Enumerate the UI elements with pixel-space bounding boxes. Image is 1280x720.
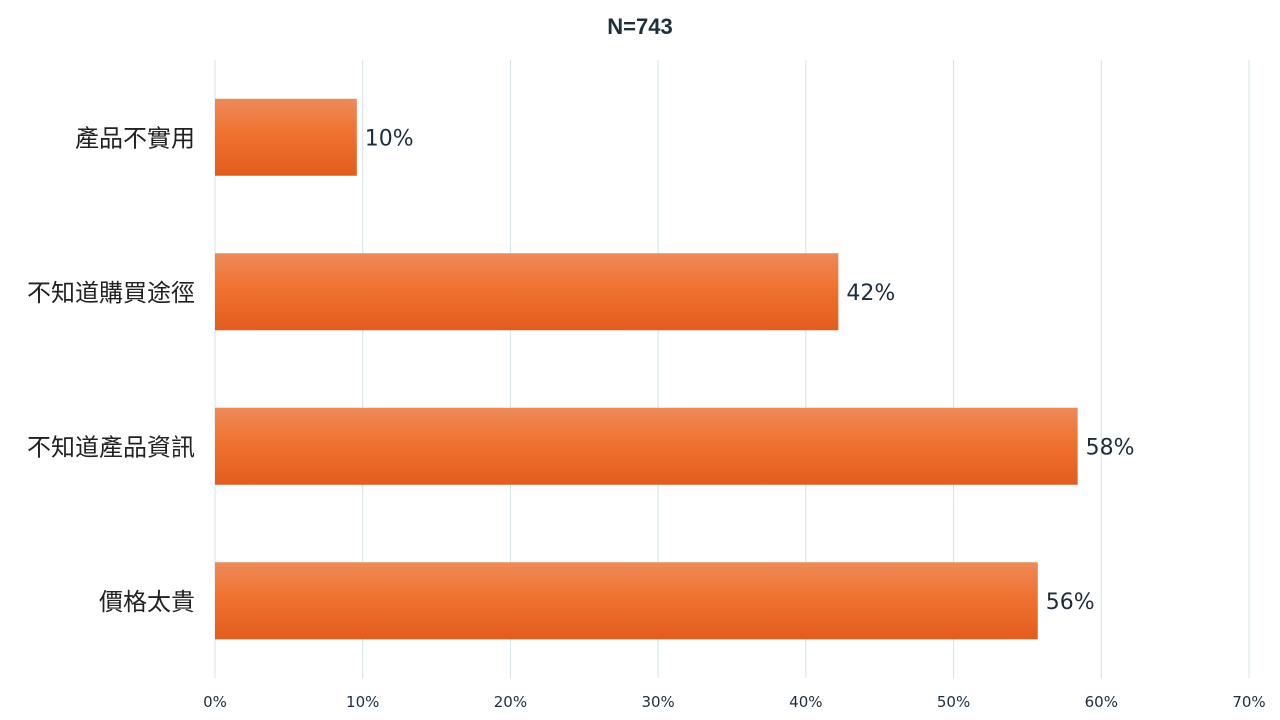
x-tick-label: 50% (937, 693, 970, 711)
bar (215, 407, 1078, 485)
x-tick-label: 10% (346, 693, 379, 711)
labels: 0% 10% 20% 30% 40% 50% 60% 70% 產品不實用 10% 不知道購買途徑 42… (27, 124, 1266, 711)
bars (215, 98, 1078, 640)
category-label: 不知道產品資訊 (27, 433, 195, 461)
chart-title: N=743 (607, 14, 672, 39)
category-label: 不知道購買途徑 (27, 279, 195, 307)
category-label: 產品不實用 (75, 124, 195, 152)
x-tick-label: 40% (789, 693, 822, 711)
data-label: 10% (365, 126, 414, 151)
data-label: 58% (1086, 435, 1135, 460)
x-tick-label: 30% (641, 693, 674, 711)
x-tick-label: 20% (494, 693, 527, 711)
data-label: 56% (1046, 590, 1095, 615)
x-tick-label: 0% (203, 693, 227, 711)
x-tick-label: 60% (1085, 693, 1118, 711)
bar (215, 98, 357, 176)
grid-lines (214, 60, 1250, 678)
category-label: 價格太貴 (99, 588, 195, 616)
bar (215, 253, 839, 331)
bar (215, 562, 1038, 640)
x-tick-label: 70% (1232, 693, 1265, 711)
data-label: 42% (846, 281, 895, 306)
